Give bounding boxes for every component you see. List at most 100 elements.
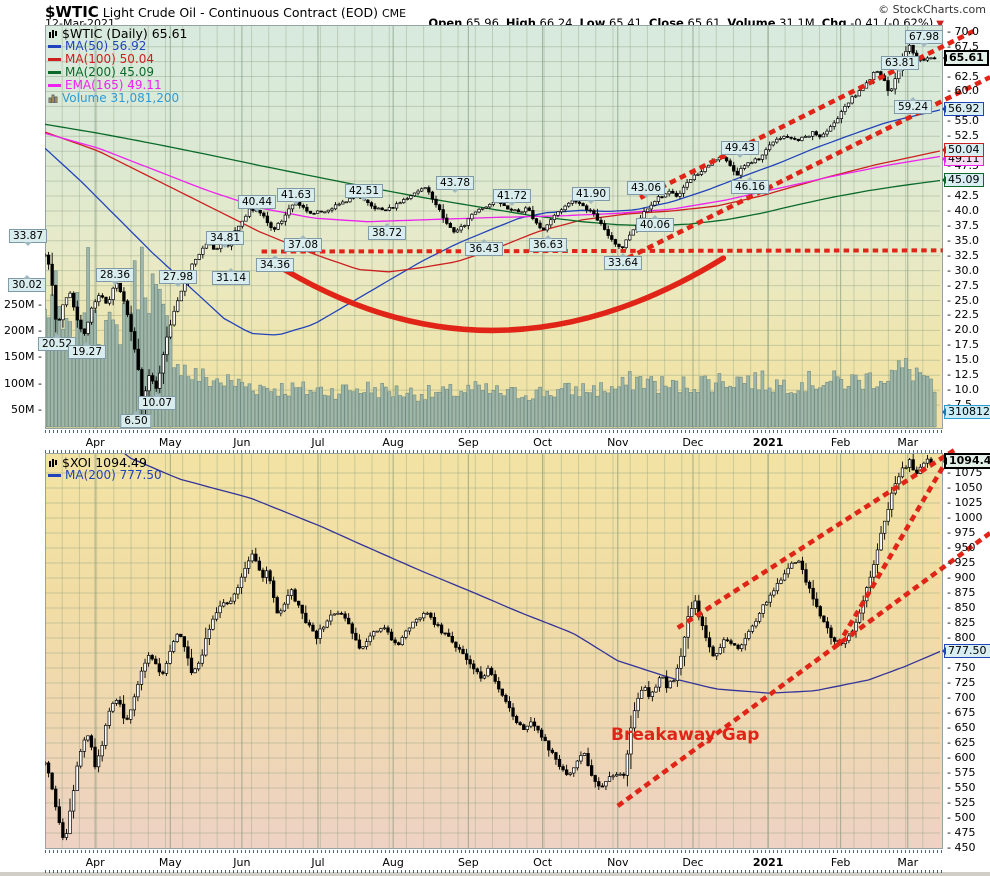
price-callout: 20.52 bbox=[37, 334, 77, 351]
wtic-legend: $WTIC (Daily) 65.61 MA(50) 56.92 MA(100) 5… bbox=[48, 27, 187, 105]
price-callout: 41.63 bbox=[276, 188, 316, 205]
y-tick-label: - 27.5 bbox=[947, 278, 979, 292]
date-label: Apr bbox=[85, 436, 105, 449]
date-label: Jun bbox=[233, 856, 251, 869]
date-label: Nov bbox=[607, 856, 629, 869]
price-callout: 43.78 bbox=[435, 176, 475, 193]
y-tick-label: - 15.0 bbox=[947, 353, 979, 367]
volume-tick-label: 50M - bbox=[11, 402, 42, 416]
y-tick-label: - 1025 bbox=[947, 496, 983, 509]
legend-color-dash bbox=[48, 474, 61, 477]
price-callout: 33.87 bbox=[8, 229, 48, 246]
y-tick-label: - 35.0 bbox=[947, 233, 979, 247]
price-callout: 34.81 bbox=[205, 231, 245, 248]
y-tick-label: - 10.0 bbox=[947, 383, 979, 397]
price-callout: 46.16 bbox=[730, 177, 770, 194]
chart-title: Light Crude Oil - Continuous Contract (E… bbox=[98, 5, 382, 20]
overlay-legend-item: MA(100) 50.04 bbox=[48, 53, 187, 66]
axis-price-box: 1094.49 bbox=[942, 453, 990, 470]
date-ticks bbox=[45, 450, 943, 453]
y-tick-label: - 32.5 bbox=[947, 248, 979, 262]
axis-price-box: 3108120 bbox=[942, 404, 990, 419]
price-callout: 36.63 bbox=[528, 235, 568, 252]
price-callout: 27.98 bbox=[158, 270, 198, 287]
date-label: Nov bbox=[607, 436, 629, 449]
date-label: Oct bbox=[533, 856, 553, 869]
y-tick-label: - 40.0 bbox=[947, 203, 979, 217]
volume-tick-label: 200M - bbox=[4, 324, 42, 337]
y-tick-label: - 1000 bbox=[947, 511, 983, 524]
y-tick-label: - 975 bbox=[947, 526, 976, 539]
y-tick-label: - 700 bbox=[947, 691, 976, 704]
copyright: © StockCharts.com bbox=[878, 3, 986, 16]
symbol: $WTIC bbox=[45, 3, 99, 21]
y-tick-label: - 625 bbox=[947, 736, 976, 749]
y-tick-label: - 22.5 bbox=[947, 308, 979, 322]
price-callout: 34.36 bbox=[255, 255, 295, 272]
date-label: Oct bbox=[533, 436, 553, 449]
y-tick-label: - 1050 bbox=[947, 481, 983, 494]
bottom-strip bbox=[0, 872, 990, 876]
price-callout: 49.43 bbox=[720, 141, 760, 158]
axis-price-box: 45.09 bbox=[942, 172, 984, 187]
price-callout: 28.36 bbox=[95, 268, 135, 285]
legend-color-dash bbox=[48, 84, 61, 87]
y-tick-label: - 67.5 bbox=[947, 39, 979, 53]
price-callout: 43.06 bbox=[626, 181, 666, 198]
chart-header: $WTIC Light Crude Oil - Continuous Contr… bbox=[45, 2, 406, 21]
y-tick-label: - 42.5 bbox=[947, 189, 979, 202]
price-callout: 31.14 bbox=[211, 268, 251, 285]
series-legend-item: $XOI 1094.49 bbox=[48, 456, 162, 469]
volume-tick-label: 250M - bbox=[4, 297, 42, 311]
date-label: Jul bbox=[311, 436, 325, 449]
date-ticks bbox=[45, 870, 943, 873]
legend-color-dash bbox=[48, 58, 61, 61]
overlay-legend-item: EMA(165) 49.11 bbox=[48, 79, 187, 92]
price-callout: 36.43 bbox=[464, 239, 504, 256]
price-callout: 10.07 bbox=[137, 393, 177, 410]
axis-price-box: 777.50 bbox=[942, 643, 990, 658]
y-tick-label: - 550 bbox=[947, 781, 976, 794]
date-ticks bbox=[45, 430, 943, 433]
exchange: CME bbox=[382, 7, 407, 20]
date-label: Sep bbox=[457, 436, 479, 449]
date-label: Aug bbox=[382, 856, 404, 869]
overlay-legend-item: MA(200) 45.09 bbox=[48, 66, 187, 79]
axis-price-box: 56.92 bbox=[942, 101, 984, 116]
y-tick-label: - 950 bbox=[947, 541, 976, 554]
y-tick-label: - 60.0 bbox=[947, 84, 979, 98]
price-callout: 42.51 bbox=[344, 184, 384, 201]
legend-color-dash bbox=[48, 71, 61, 74]
price-callout: 6.50 bbox=[120, 411, 152, 428]
y-tick-label: - 70.0 bbox=[947, 24, 979, 38]
y-tick-label: - 875 bbox=[947, 586, 976, 599]
volume-icon bbox=[48, 94, 58, 103]
overlay-legend-item: MA(200) 777.50 bbox=[48, 469, 162, 482]
y-tick-label: - 600 bbox=[947, 751, 976, 764]
price-callout: 19.27 bbox=[67, 342, 107, 359]
price-callout: 40.06 bbox=[635, 215, 675, 232]
chart-icon bbox=[49, 459, 57, 467]
date-label: Dec bbox=[682, 856, 704, 869]
price-callout: 41.72 bbox=[492, 189, 532, 206]
y-tick-label: - 800 bbox=[947, 631, 976, 644]
date-label: May bbox=[158, 856, 182, 869]
date-label: Mar bbox=[897, 436, 919, 449]
price-callout: 37.08 bbox=[283, 235, 323, 252]
overlay-legend-item: MA(50) 56.92 bbox=[48, 40, 187, 53]
xoi-plot-area bbox=[45, 453, 943, 849]
price-callout: 67.98 bbox=[904, 30, 944, 47]
legend-color-dash bbox=[48, 45, 61, 48]
breakaway-gap-annotation: Breakaway Gap bbox=[611, 725, 760, 745]
date-label: May bbox=[158, 436, 182, 449]
price-callout: 59.24 bbox=[893, 97, 933, 114]
y-tick-label: - 25.0 bbox=[947, 293, 979, 307]
y-tick-label: - 725 bbox=[947, 676, 976, 689]
y-tick-label: - 12.5 bbox=[947, 368, 979, 382]
change-down-arrow-icon: ▼ bbox=[936, 19, 944, 30]
y-tick-label: - 62.5 bbox=[947, 69, 979, 83]
y-tick-label: - 825 bbox=[947, 616, 976, 629]
y-tick-label: - 925 bbox=[947, 556, 976, 569]
price-callout: 41.90 bbox=[571, 187, 611, 204]
